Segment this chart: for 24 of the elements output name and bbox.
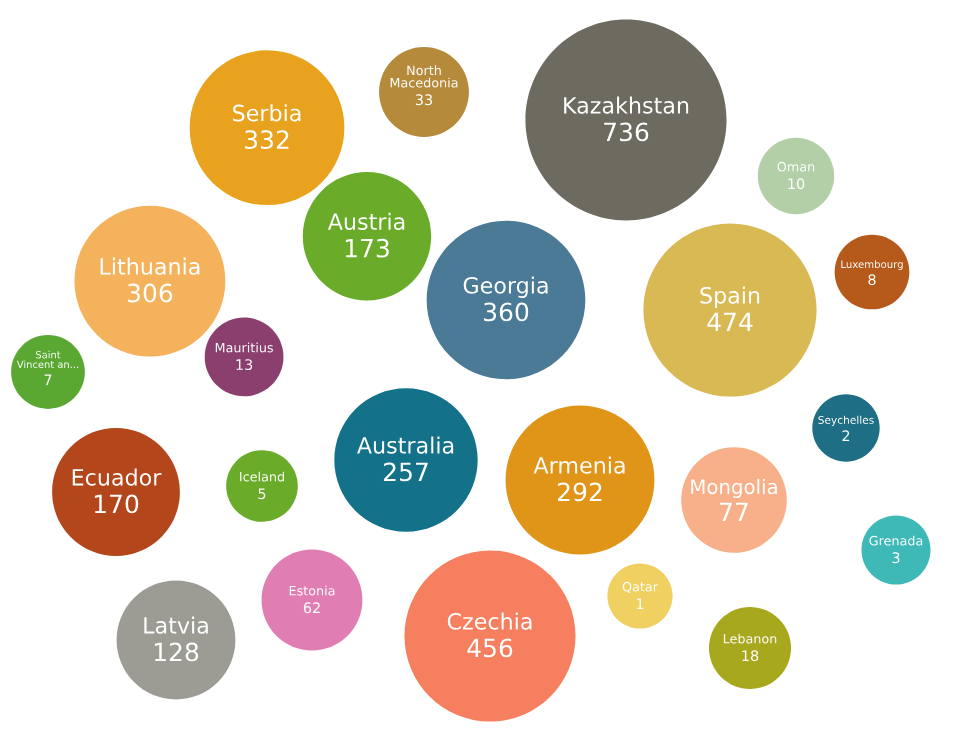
- data-label: 173: [345, 238, 389, 258]
- category-label: Kazakhstan: [564, 96, 689, 114]
- category-label: Mongolia: [691, 478, 777, 498]
- category-label: Australia: [357, 436, 454, 454]
- data-label: 170: [94, 494, 139, 514]
- data-label: 306: [127, 283, 173, 303]
- data-label: 360: [484, 302, 529, 322]
- data-label: 456: [467, 638, 513, 658]
- category-label: Czechia: [447, 612, 532, 630]
- category-label: Serbia: [233, 104, 301, 122]
- category-label: Armenia: [533, 456, 625, 474]
- category-label: Latvia: [144, 616, 208, 634]
- category-label: Spain: [700, 286, 760, 308]
- category-label: Lithuania: [100, 257, 200, 275]
- data-label: 257: [383, 462, 428, 482]
- category-label: Austria: [327, 212, 405, 230]
- data-label: 736: [604, 122, 649, 142]
- data-label: 332: [245, 130, 289, 150]
- category-label: Georgia: [463, 276, 548, 298]
- data-label: 128: [154, 642, 199, 662]
- data-label: 292: [557, 482, 602, 502]
- category-label: Ecuador: [72, 468, 162, 486]
- data-label: 77: [720, 502, 748, 521]
- data-label: 474: [707, 312, 753, 331]
